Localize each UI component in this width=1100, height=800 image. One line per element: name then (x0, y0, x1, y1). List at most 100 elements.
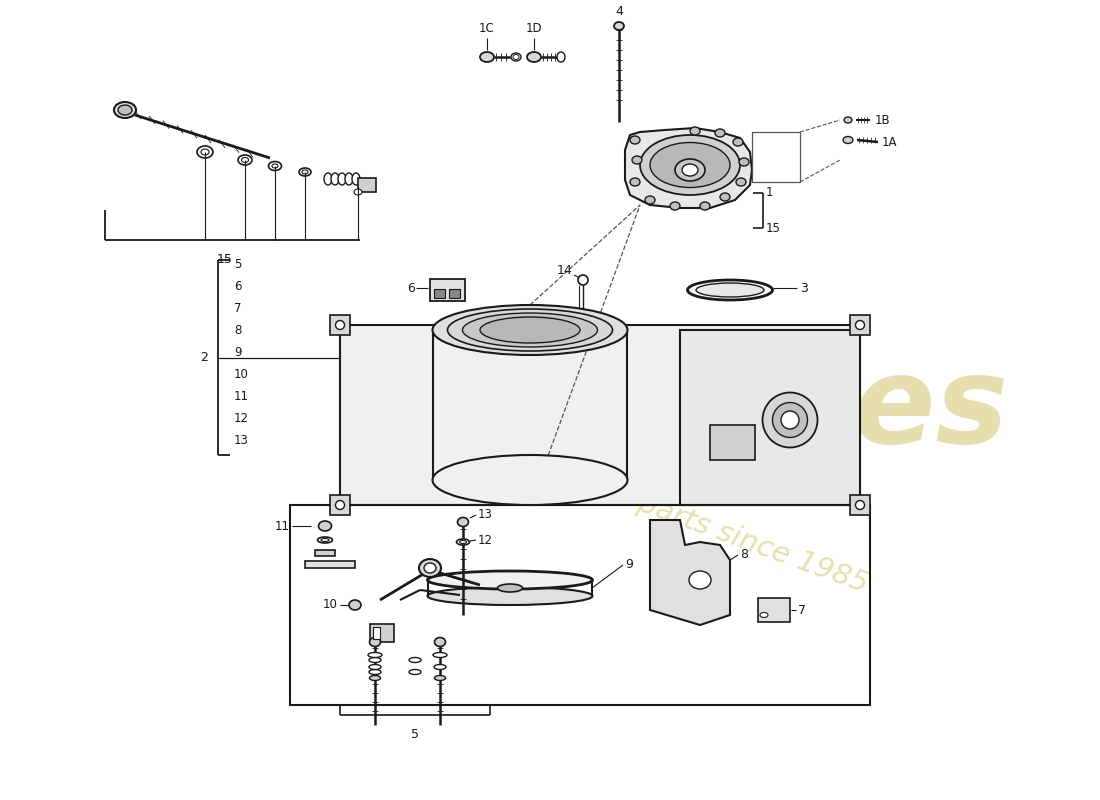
Ellipse shape (762, 393, 817, 447)
Ellipse shape (409, 670, 421, 674)
Ellipse shape (739, 158, 749, 166)
Ellipse shape (720, 193, 730, 201)
Ellipse shape (630, 178, 640, 186)
Ellipse shape (370, 638, 381, 646)
Ellipse shape (336, 501, 344, 510)
Text: 2: 2 (200, 351, 208, 364)
Bar (850, 495, 870, 515)
Ellipse shape (424, 563, 436, 573)
Text: 10: 10 (323, 598, 338, 611)
Polygon shape (315, 550, 336, 556)
Bar (340, 325, 860, 505)
Ellipse shape (349, 600, 361, 610)
Text: 1D: 1D (526, 22, 542, 35)
Text: 12: 12 (234, 411, 249, 425)
Ellipse shape (319, 521, 331, 531)
Ellipse shape (331, 173, 339, 185)
Ellipse shape (432, 305, 627, 355)
Ellipse shape (318, 537, 332, 543)
Ellipse shape (715, 129, 725, 137)
Ellipse shape (368, 665, 381, 670)
Ellipse shape (434, 665, 446, 670)
Ellipse shape (497, 584, 522, 592)
Bar (449, 289, 460, 298)
Ellipse shape (368, 670, 381, 674)
Text: 1C: 1C (480, 22, 495, 35)
Ellipse shape (843, 137, 852, 143)
Ellipse shape (856, 501, 865, 510)
Ellipse shape (434, 675, 446, 681)
Ellipse shape (689, 571, 711, 589)
Bar (680, 330, 860, 505)
Ellipse shape (428, 587, 593, 605)
Bar (710, 425, 755, 460)
Text: 15: 15 (766, 222, 781, 234)
Ellipse shape (688, 280, 772, 300)
Ellipse shape (480, 52, 494, 62)
Ellipse shape (630, 136, 640, 144)
Ellipse shape (733, 138, 742, 146)
Ellipse shape (433, 653, 447, 658)
Ellipse shape (736, 178, 746, 186)
Ellipse shape (696, 283, 764, 297)
Text: 7: 7 (798, 603, 806, 617)
Ellipse shape (118, 105, 132, 115)
Bar (373, 627, 380, 639)
Ellipse shape (645, 196, 654, 204)
Ellipse shape (368, 653, 382, 658)
Ellipse shape (578, 275, 588, 285)
Ellipse shape (760, 613, 768, 618)
Ellipse shape (338, 173, 346, 185)
Bar (430, 279, 465, 301)
Ellipse shape (690, 127, 700, 135)
Ellipse shape (370, 675, 381, 681)
Text: 1: 1 (766, 186, 773, 199)
Ellipse shape (512, 53, 521, 61)
Bar (330, 315, 350, 335)
Ellipse shape (456, 539, 470, 545)
Ellipse shape (432, 455, 627, 505)
Ellipse shape (670, 202, 680, 210)
Bar (752, 132, 800, 182)
Ellipse shape (675, 159, 705, 181)
Ellipse shape (299, 168, 311, 176)
Bar (434, 289, 446, 298)
Text: 9: 9 (234, 346, 242, 358)
Ellipse shape (700, 202, 710, 210)
Ellipse shape (448, 309, 613, 351)
Text: 11: 11 (234, 390, 249, 402)
Ellipse shape (527, 52, 541, 62)
Ellipse shape (640, 135, 740, 195)
Ellipse shape (368, 658, 381, 662)
Text: 15: 15 (217, 253, 233, 266)
Text: 12: 12 (478, 534, 493, 546)
Text: 8: 8 (234, 323, 241, 337)
Ellipse shape (268, 162, 282, 170)
Ellipse shape (419, 559, 441, 577)
Ellipse shape (458, 518, 469, 526)
Text: 5: 5 (234, 258, 241, 270)
Text: 5: 5 (411, 728, 419, 741)
Text: 11: 11 (275, 519, 290, 533)
Text: a passion for parts since 1985: a passion for parts since 1985 (449, 422, 871, 598)
Text: 1A: 1A (882, 135, 898, 149)
Text: 13: 13 (478, 509, 493, 522)
Ellipse shape (462, 313, 597, 347)
Ellipse shape (480, 317, 580, 343)
Text: 1B: 1B (874, 114, 891, 126)
Ellipse shape (772, 402, 807, 438)
Ellipse shape (557, 52, 565, 62)
Bar (358, 178, 376, 192)
Ellipse shape (650, 142, 730, 187)
Text: 4: 4 (615, 5, 623, 18)
Ellipse shape (409, 658, 421, 662)
Bar (290, 505, 870, 705)
Ellipse shape (114, 102, 136, 118)
Text: 14: 14 (557, 263, 572, 277)
Bar (758, 598, 790, 622)
Bar (330, 495, 350, 515)
Ellipse shape (354, 189, 362, 195)
Text: 6: 6 (407, 282, 415, 294)
Bar (370, 624, 394, 642)
Ellipse shape (336, 321, 344, 330)
